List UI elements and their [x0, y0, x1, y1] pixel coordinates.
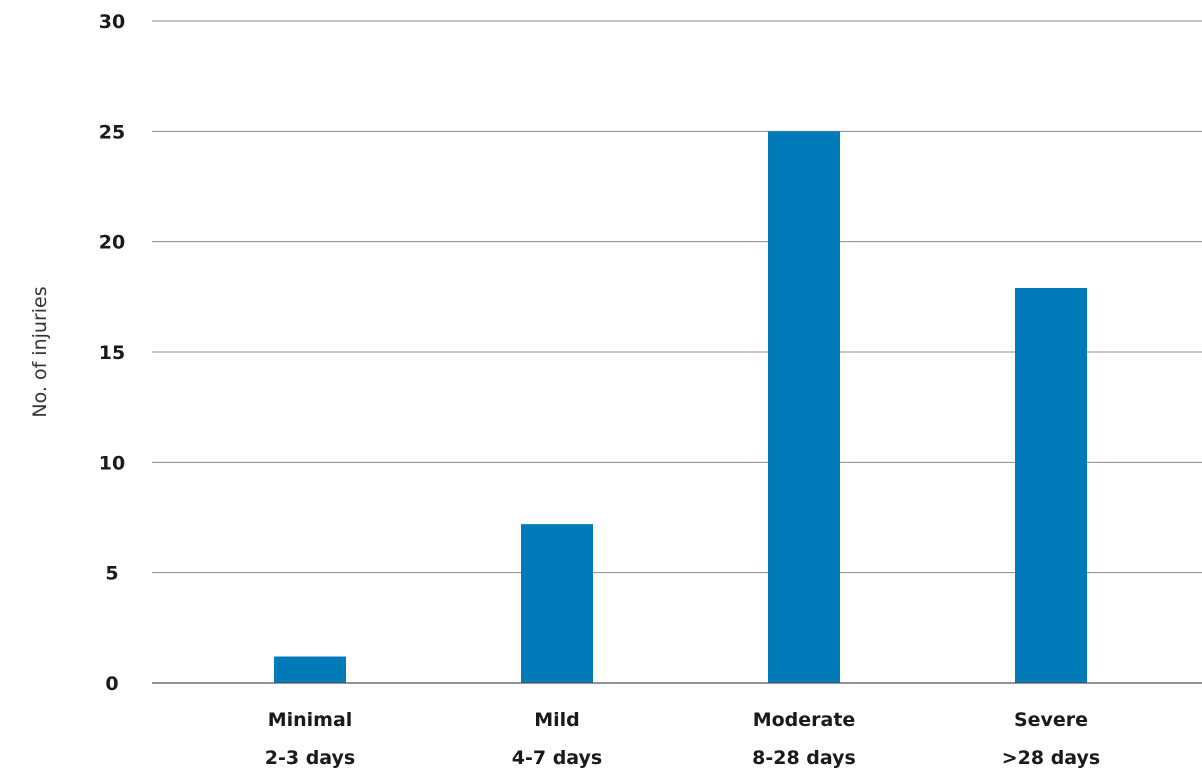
y-tick-label: 10: [99, 452, 125, 474]
y-tick-label: 5: [105, 563, 118, 585]
x-category-sublabel: 4-7 days: [512, 747, 602, 769]
x-category-label: Minimal: [268, 709, 353, 731]
x-axis-category-labels: Minimal 2-3 days Mild 4-7 days Moderate 8-28 …: [265, 709, 1101, 769]
x-category-sublabel: >28 days: [1002, 747, 1101, 769]
bar-minimal: [274, 656, 346, 683]
bar-mild: [521, 524, 593, 683]
x-category-label: Mild: [534, 709, 580, 731]
y-tick-label: 30: [99, 11, 125, 33]
bar-moderate: [768, 131, 840, 684]
y-tick-label: 0: [105, 673, 118, 695]
x-category-label: Severe: [1014, 709, 1088, 731]
y-tick-label: 25: [99, 121, 125, 143]
bars: [152, 131, 1202, 684]
y-tick-label: 15: [99, 342, 125, 364]
bar-severe: [1015, 288, 1087, 683]
y-axis-tick-labels: 0 5 10 15 20 25 30: [99, 11, 125, 695]
y-axis-title: No. of injuries: [29, 286, 51, 417]
gridlines: [152, 20, 1202, 684]
x-category-sublabel: 2-3 days: [265, 747, 355, 769]
x-category-label: Moderate: [753, 709, 856, 731]
y-tick-label: 20: [99, 232, 125, 254]
x-category-sublabel: 8-28 days: [752, 747, 856, 769]
